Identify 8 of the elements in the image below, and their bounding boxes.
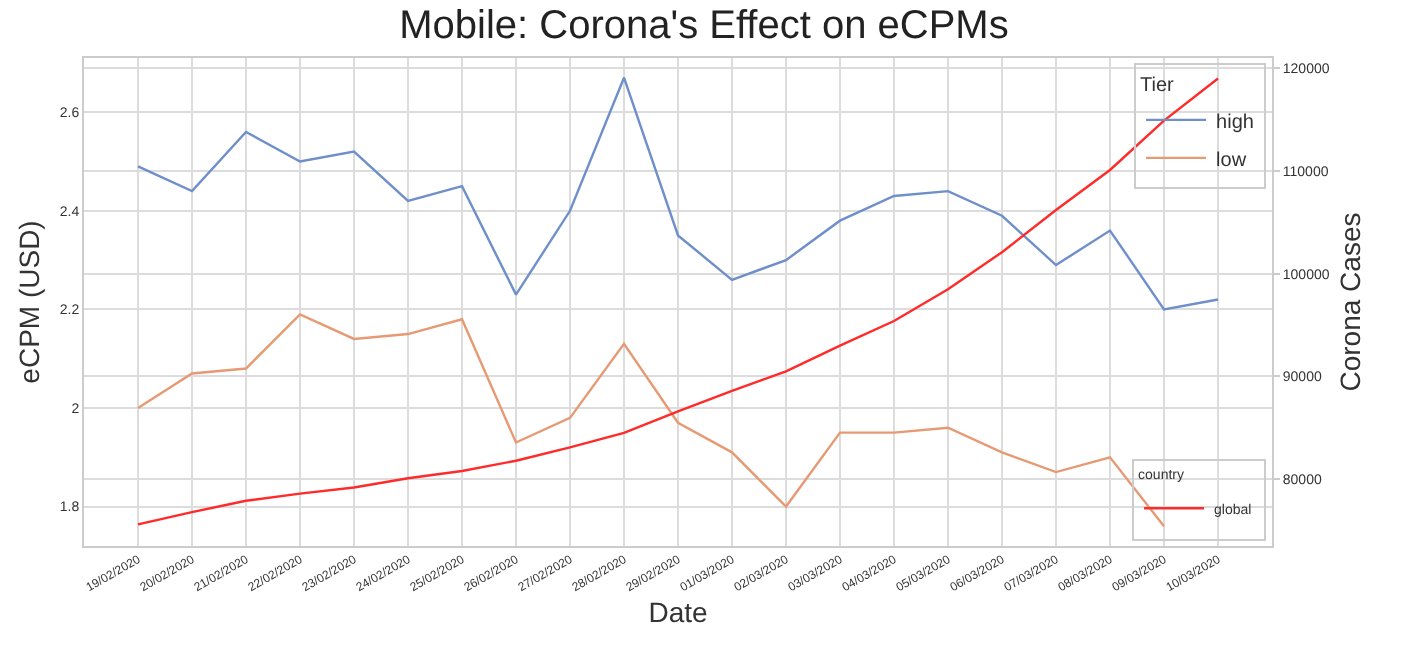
- line-series: [136, 76, 1220, 311]
- y-axis-title: eCPM (USD): [12, 220, 45, 384]
- legend-label: high: [1216, 111, 1254, 134]
- y2-axis-title: Corona Cases: [1334, 212, 1367, 392]
- legend-title: Tier: [1140, 74, 1176, 97]
- legend-label: low: [1216, 149, 1248, 172]
- x-axis-title: Date: [648, 595, 708, 628]
- chart-title: Mobile: Corona's Effect on eCPMs: [399, 3, 1009, 48]
